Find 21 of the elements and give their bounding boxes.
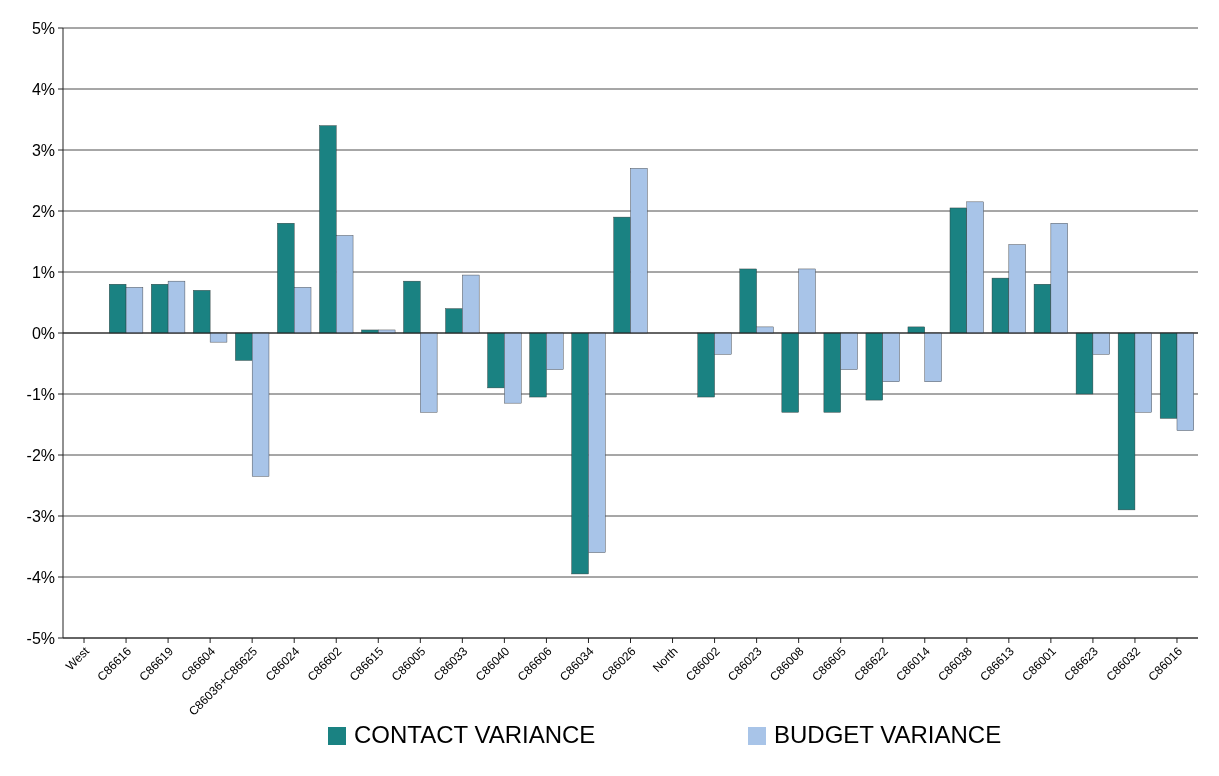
y-tick-label: 4%: [31, 80, 55, 98]
y-tick-label: 2%: [31, 202, 55, 220]
y-tick-label: 0%: [31, 324, 55, 342]
y-tick-label: 1%: [31, 263, 55, 281]
y-tick-label: 3%: [31, 141, 55, 159]
bar: [798, 268, 816, 334]
y-tick-label: -1%: [26, 385, 55, 403]
bar: [924, 332, 942, 382]
bar: [907, 326, 925, 334]
y-tick-label: -3%: [26, 507, 55, 525]
legend-label: CONTACT VARIANCE: [354, 721, 596, 748]
y-tick-label: -5%: [26, 629, 55, 647]
bar: [781, 332, 799, 413]
bar: [209, 332, 228, 343]
y-tick-label: -4%: [26, 568, 55, 586]
bar: [420, 332, 438, 413]
legend-label: BUDGET VARIANCE: [774, 721, 1002, 748]
bar: [403, 280, 421, 334]
y-tick-label: -2%: [26, 446, 55, 464]
y-tick-label: 5%: [31, 19, 55, 37]
bar: [193, 290, 211, 334]
